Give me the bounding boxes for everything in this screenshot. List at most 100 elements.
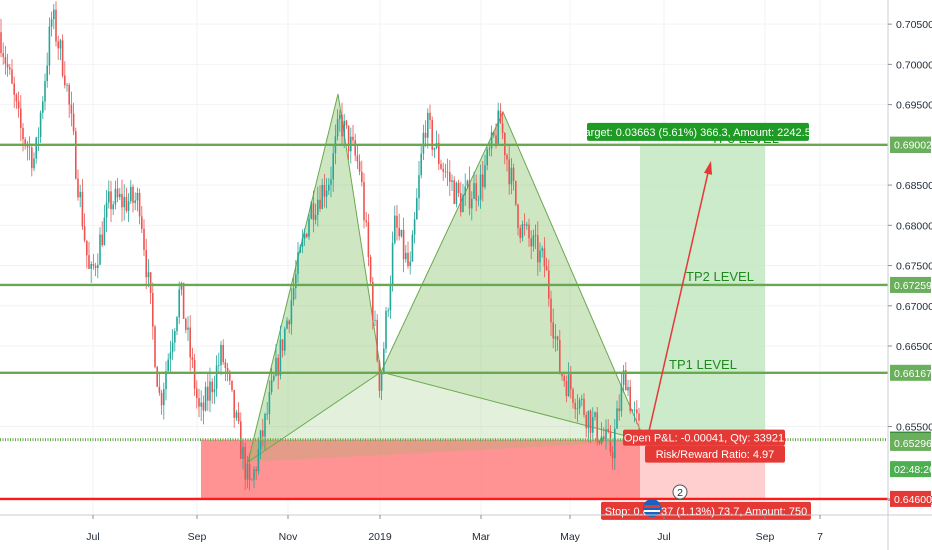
price-badge-bg bbox=[890, 490, 931, 507]
candle-down bbox=[262, 430, 264, 437]
candle-up bbox=[108, 191, 110, 203]
candle-down bbox=[446, 171, 449, 173]
candle-down bbox=[345, 120, 348, 126]
price-badge-label: 0.66167 bbox=[894, 368, 932, 380]
candle-down bbox=[629, 386, 631, 412]
candle-up bbox=[169, 352, 172, 360]
candle-down bbox=[138, 192, 141, 217]
candle-down bbox=[545, 266, 548, 271]
candle-up bbox=[387, 310, 389, 312]
candle-up bbox=[464, 186, 466, 195]
candle-up bbox=[295, 274, 297, 289]
target-arrow-line bbox=[647, 172, 709, 436]
candle-down bbox=[361, 171, 363, 182]
candle-down bbox=[475, 183, 477, 201]
candle-down bbox=[429, 112, 431, 121]
candle-up bbox=[176, 317, 178, 332]
events-marker: 2 bbox=[643, 484, 688, 517]
candle-down bbox=[92, 263, 95, 266]
candle-up bbox=[242, 447, 244, 459]
price-badge: 02:48:26 bbox=[890, 461, 932, 478]
events-count-bubble bbox=[672, 484, 688, 500]
time-tick-label: Sep bbox=[188, 531, 207, 543]
candle-down bbox=[556, 336, 559, 340]
price-tick-label: 0.67000 bbox=[896, 301, 932, 313]
candle-down bbox=[224, 362, 227, 369]
target-badge-text: Target: 0.03663 (5.61%) 366.3, Amount: 2… bbox=[579, 127, 817, 139]
time-tick-label: Sep bbox=[756, 531, 775, 543]
candle-down bbox=[517, 204, 519, 229]
candle-down bbox=[193, 359, 196, 389]
candle-up bbox=[466, 180, 469, 187]
candle-up bbox=[200, 402, 202, 407]
candle-up bbox=[539, 250, 541, 263]
candle-up bbox=[581, 398, 583, 400]
candle-down bbox=[17, 101, 20, 109]
candle-down bbox=[424, 132, 427, 138]
candle-up bbox=[266, 413, 268, 415]
candle-down bbox=[552, 322, 554, 339]
stop-badge: Stop: 0.00737 (1.13%) 73.7, Amount: 750 bbox=[601, 501, 811, 520]
candle-down bbox=[81, 191, 84, 227]
candle-down bbox=[603, 436, 605, 440]
candle-down bbox=[354, 140, 356, 156]
price-badge-label: 0.67259 bbox=[894, 280, 932, 292]
candle-up bbox=[488, 148, 491, 150]
candle-down bbox=[11, 69, 13, 84]
candle-up bbox=[497, 110, 499, 144]
candle-up bbox=[215, 365, 218, 390]
candle-up bbox=[299, 246, 301, 253]
candle-up bbox=[486, 149, 488, 166]
candle-down bbox=[28, 146, 31, 148]
candle-up bbox=[605, 429, 607, 440]
time-tick-label: May bbox=[560, 531, 581, 543]
candle-up bbox=[385, 310, 387, 349]
price-badge-label: 0.65296 bbox=[894, 438, 932, 450]
candle-up bbox=[479, 174, 482, 200]
candle-up bbox=[576, 408, 579, 410]
candle-up bbox=[400, 229, 403, 237]
candle-down bbox=[519, 228, 521, 238]
candle-up bbox=[119, 193, 121, 198]
candle-up bbox=[264, 413, 266, 437]
candle-down bbox=[609, 431, 612, 453]
candle-down bbox=[323, 184, 326, 197]
candle-down bbox=[515, 180, 517, 205]
candle-down bbox=[222, 344, 224, 363]
candle-up bbox=[433, 148, 436, 150]
candle-up bbox=[42, 101, 44, 113]
candle-up bbox=[171, 342, 174, 353]
candle-up bbox=[616, 408, 618, 429]
price-tick-label: 0.66500 bbox=[896, 341, 932, 353]
candle-up bbox=[330, 179, 332, 185]
candle-down bbox=[94, 265, 97, 269]
candle-down bbox=[9, 67, 11, 70]
candle-down bbox=[237, 412, 240, 422]
price-badge: 0.64600 bbox=[890, 490, 932, 507]
candle-down bbox=[444, 171, 447, 173]
candle-up bbox=[339, 115, 341, 120]
candle-up bbox=[114, 188, 117, 205]
candle-up bbox=[279, 339, 282, 376]
candle-up bbox=[44, 81, 46, 102]
pattern-triangle-bcd bbox=[380, 110, 646, 442]
candle-up bbox=[600, 436, 603, 444]
candle-down bbox=[145, 249, 147, 278]
candle-up bbox=[59, 40, 62, 49]
candle-down bbox=[149, 272, 152, 294]
candle-up bbox=[471, 198, 473, 209]
candle-down bbox=[398, 227, 400, 237]
candle-up bbox=[614, 428, 616, 459]
candle-down bbox=[152, 293, 154, 327]
price-badge-bg bbox=[890, 276, 931, 293]
candle-up bbox=[620, 384, 623, 412]
price-tick-label: 0.67500 bbox=[896, 261, 932, 273]
events-count: 2 bbox=[677, 487, 683, 499]
candle-down bbox=[457, 182, 460, 193]
candle-down bbox=[363, 181, 365, 221]
candle-down bbox=[68, 84, 70, 105]
candle-up bbox=[66, 84, 68, 86]
candle-up bbox=[37, 136, 40, 138]
candle-up bbox=[112, 204, 114, 210]
